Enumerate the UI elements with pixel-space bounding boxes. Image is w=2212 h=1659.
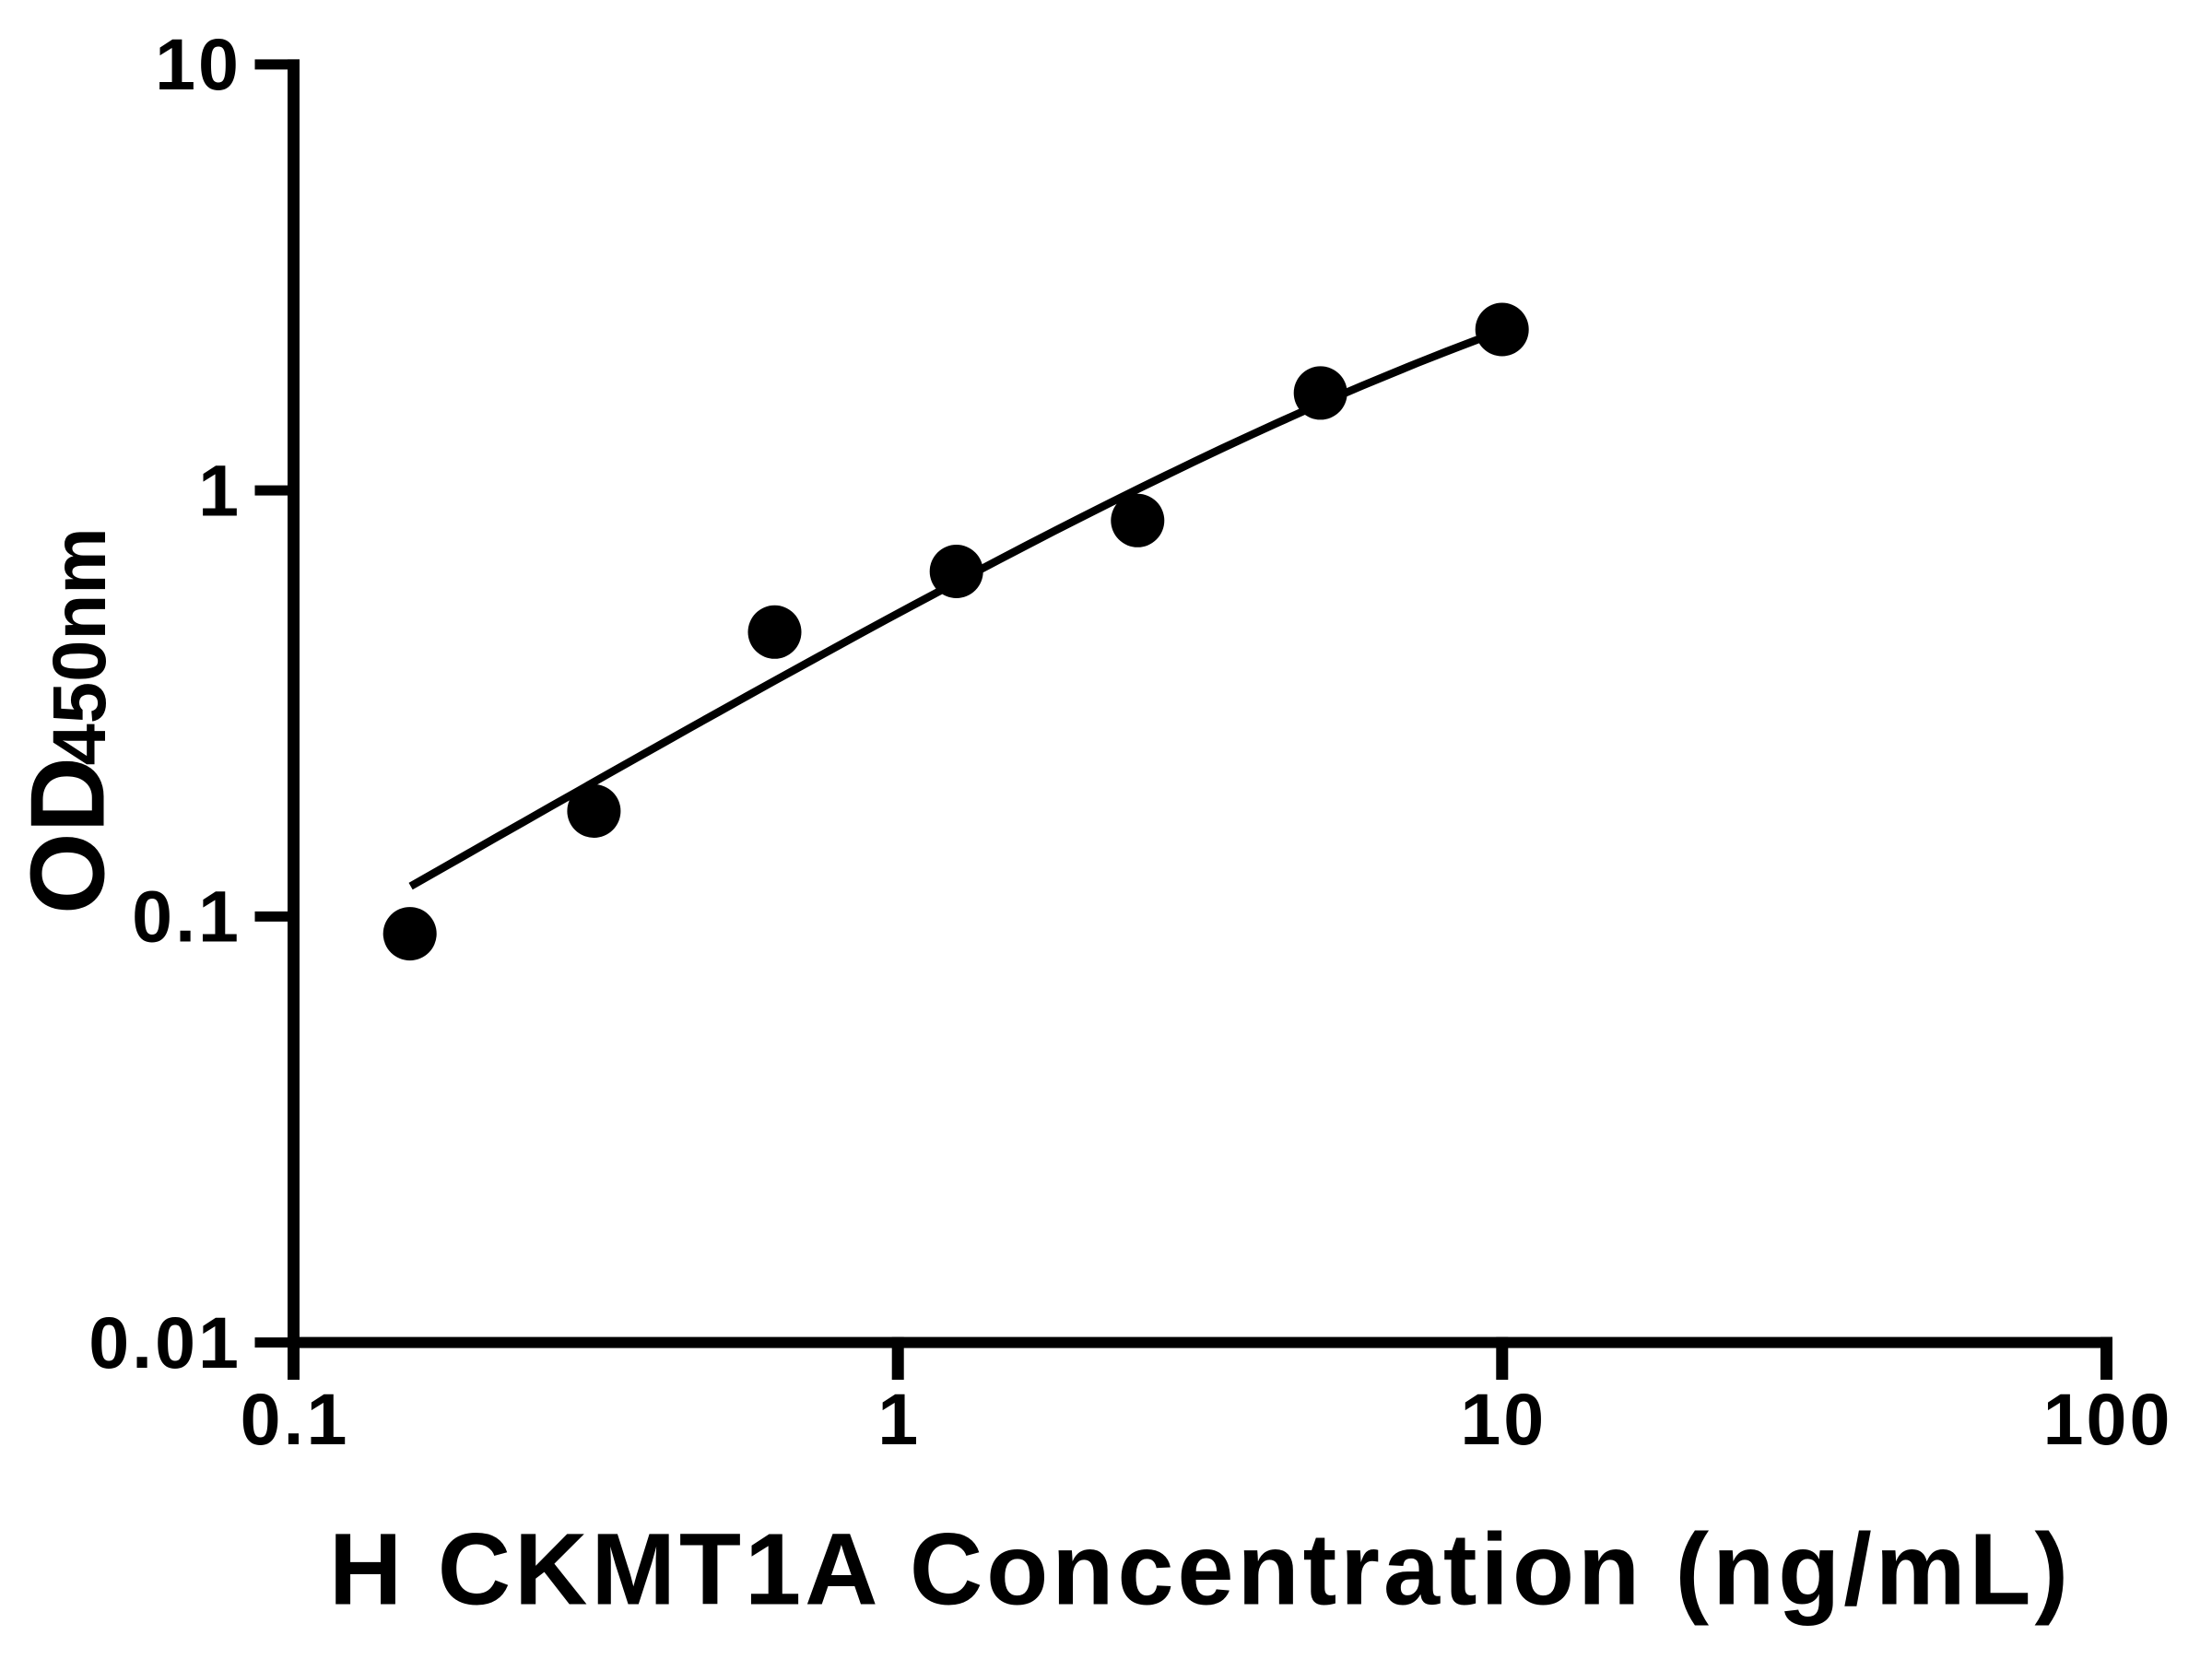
svg-text:1: 1 <box>198 449 241 531</box>
svg-text:H CKMT1A Concentration (ng/mL): H CKMT1A Concentration (ng/mL) <box>329 1513 2072 1627</box>
svg-text:450nm: 450nm <box>38 527 122 765</box>
svg-text:100: 100 <box>2043 1378 2173 1460</box>
svg-text:0.01: 0.01 <box>88 1301 241 1383</box>
svg-text:0.1: 0.1 <box>132 876 241 958</box>
svg-text:0.1: 0.1 <box>241 1378 350 1460</box>
svg-text:1: 1 <box>877 1378 921 1460</box>
svg-text:OD: OD <box>10 757 127 914</box>
svg-text:10: 10 <box>155 23 241 105</box>
svg-text:10: 10 <box>1460 1378 1547 1460</box>
